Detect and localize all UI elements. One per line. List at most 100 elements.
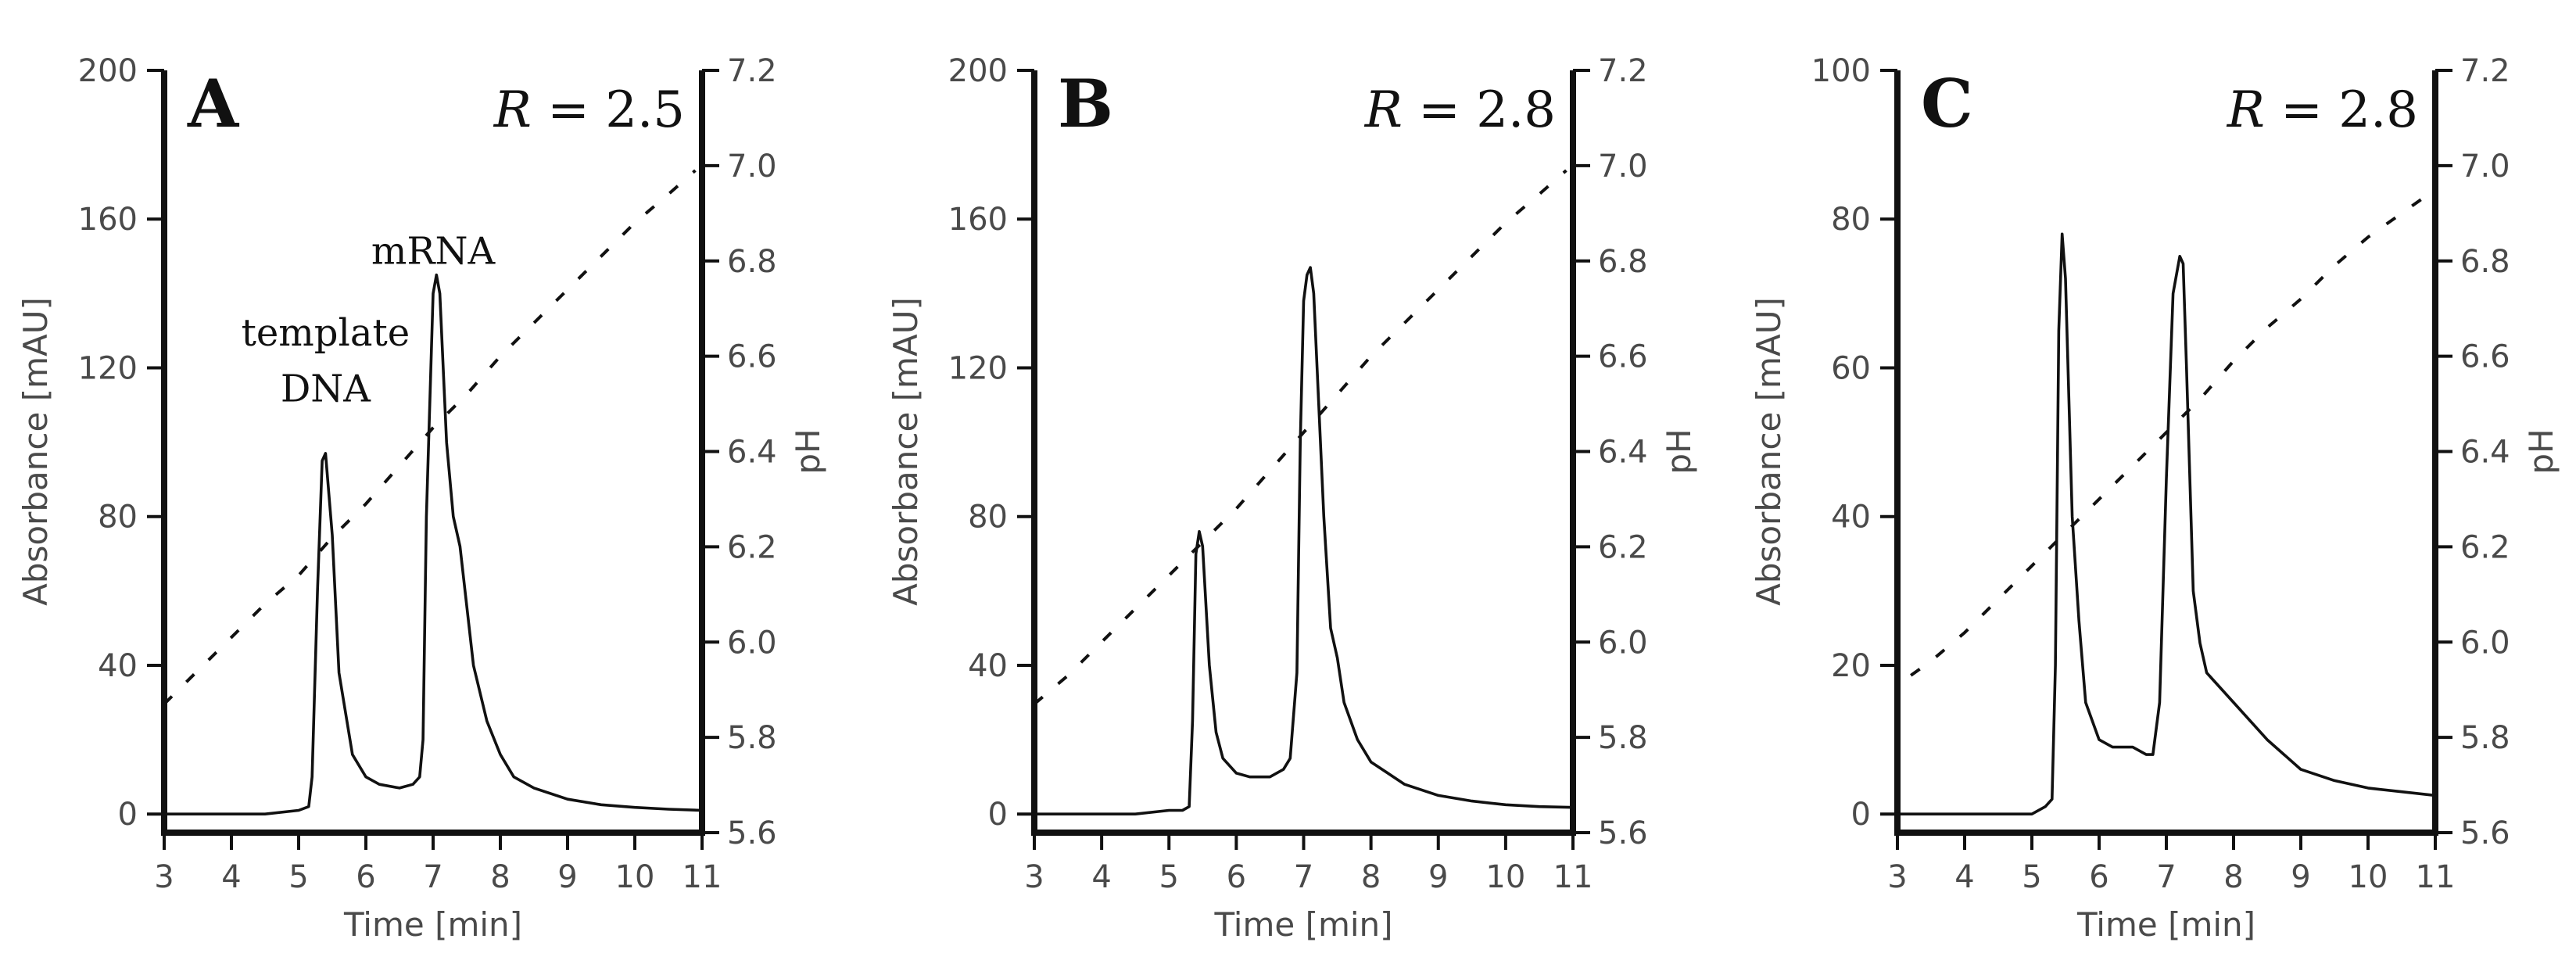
x-tick-label: 8 bbox=[1361, 859, 1381, 895]
y-tick-label: 80 bbox=[1831, 202, 1871, 238]
y2-tick-label: 6.6 bbox=[1598, 339, 1648, 375]
x-tick-label: 3 bbox=[1024, 859, 1044, 895]
y-tick-label: 0 bbox=[118, 797, 138, 833]
x-axis-title: Time [min] bbox=[2076, 905, 2255, 944]
panel-letter: A bbox=[187, 65, 240, 142]
peak-annotation: template bbox=[242, 311, 410, 355]
y-tick-label: 40 bbox=[98, 648, 138, 684]
y-tick-label: 160 bbox=[948, 202, 1008, 238]
r-symbol: R bbox=[1364, 81, 1403, 139]
x-tick-label: 9 bbox=[557, 859, 577, 895]
y2-tick-label: 6.2 bbox=[727, 529, 777, 565]
y2-tick-label: 5.8 bbox=[1598, 720, 1648, 756]
y2-tick-label: 6.0 bbox=[2460, 625, 2510, 661]
absorbance-trace bbox=[1034, 266, 1574, 815]
y2-tick-label: 5.8 bbox=[727, 720, 777, 756]
ph-trace bbox=[1033, 169, 1567, 706]
y2-tick-label: 6.4 bbox=[1598, 435, 1648, 471]
y-tick-label: 120 bbox=[78, 350, 138, 386]
y2-tick-label: 6.4 bbox=[2460, 435, 2510, 471]
x-tick-label: 10 bbox=[1485, 859, 1525, 895]
x-axis-title: Time [min] bbox=[343, 905, 522, 944]
y2-tick-label: 7.0 bbox=[1598, 149, 1648, 185]
r-symbol: R bbox=[2227, 81, 2265, 139]
y-tick-label: 0 bbox=[988, 797, 1008, 833]
y2-tick-label: 7.0 bbox=[2460, 149, 2510, 185]
x-tick-label: 6 bbox=[2089, 859, 2108, 895]
x-tick-label: 9 bbox=[1428, 859, 1448, 895]
r-value: = 2.8 bbox=[2265, 81, 2418, 139]
x-tick-label: 4 bbox=[221, 859, 241, 895]
y-tick-label: 80 bbox=[98, 500, 138, 536]
y-tick-label: 200 bbox=[948, 53, 1008, 89]
r-value-label: R = 2.8 bbox=[1364, 81, 1556, 139]
panel-letter: C bbox=[1921, 65, 1973, 142]
y2-tick-label: 6.2 bbox=[1598, 529, 1648, 565]
y2-tick-label: 7.2 bbox=[727, 53, 777, 89]
x-axis-title: Time [min] bbox=[1213, 905, 1392, 944]
r-value-label: R = 2.5 bbox=[493, 81, 685, 139]
y2-axis-title: pH bbox=[789, 428, 827, 474]
absorbance-trace bbox=[1897, 232, 2436, 815]
ph-trace bbox=[1910, 192, 2430, 677]
y2-tick-label: 6.8 bbox=[1598, 244, 1648, 280]
r-value-label: R = 2.8 bbox=[2227, 81, 2418, 139]
y-tick-label: 40 bbox=[1831, 500, 1871, 536]
chart-panel-b: 0 40 80 120 160 200 5.6 5.8 6.0 6.2 6.4 6.6 6.8 7.0 7.… bbox=[887, 53, 1698, 944]
r-value: = 2.8 bbox=[1403, 81, 1556, 139]
x-tick-label: 6 bbox=[1227, 859, 1246, 895]
y2-axis-title: pH bbox=[2522, 428, 2560, 474]
x-tick-label: 7 bbox=[423, 859, 442, 895]
y2-tick-label: 6.8 bbox=[2460, 244, 2510, 280]
x-tick-label: 7 bbox=[1294, 859, 1313, 895]
x-tick-label: 9 bbox=[2291, 859, 2310, 895]
y-tick-label: 20 bbox=[1831, 648, 1871, 684]
x-tick-label: 7 bbox=[2156, 859, 2176, 895]
y2-tick-label: 6.6 bbox=[727, 339, 777, 375]
y-tick-label: 100 bbox=[1811, 53, 1871, 89]
x-tick-label: 10 bbox=[2348, 859, 2388, 895]
x-tick-label: 4 bbox=[1954, 859, 1974, 895]
chart-panel-c: 0 20 40 60 80 100 5.6 5.8 6.0 6.2 6.4 6.6 6.8 7.0 7.2 3… bbox=[1750, 53, 2560, 944]
y2-tick-label: 5.6 bbox=[1598, 815, 1648, 851]
x-tick-label: 8 bbox=[2223, 859, 2243, 895]
x-tick-label: 8 bbox=[490, 859, 510, 895]
y2-axis-title: pH bbox=[1660, 428, 1698, 474]
y-tick-label: 120 bbox=[948, 350, 1008, 386]
x-tick-label: 3 bbox=[154, 859, 174, 895]
y-axis-title: Absorbance [mAU] bbox=[887, 297, 925, 606]
y-tick-label: 40 bbox=[968, 648, 1008, 684]
y2-tick-label: 6.4 bbox=[727, 435, 777, 471]
y2-tick-label: 6.6 bbox=[2460, 339, 2510, 375]
x-tick-label: 5 bbox=[2022, 859, 2041, 895]
x-tick-label: 5 bbox=[288, 859, 308, 895]
y2-tick-label: 6.8 bbox=[727, 244, 777, 280]
y2-tick-label: 7.2 bbox=[1598, 53, 1648, 89]
x-tick-label: 11 bbox=[2416, 859, 2456, 895]
y2-tick-label: 6.0 bbox=[1598, 625, 1648, 661]
x-tick-label: 5 bbox=[1159, 859, 1179, 895]
y2-tick-label: 6.0 bbox=[727, 625, 777, 661]
y2-tick-label: 7.2 bbox=[2460, 53, 2510, 89]
y2-tick-label: 5.6 bbox=[2460, 815, 2510, 851]
y-tick-label: 60 bbox=[1831, 350, 1871, 386]
peak-annotation: mRNA bbox=[371, 229, 496, 273]
peak-annotation: DNA bbox=[281, 367, 371, 410]
x-tick-label: 6 bbox=[356, 859, 375, 895]
x-tick-label: 10 bbox=[615, 859, 655, 895]
absorbance-trace bbox=[164, 273, 703, 815]
ph-trace bbox=[163, 169, 697, 705]
y-axis-title: Absorbance [mAU] bbox=[1750, 297, 1788, 606]
y-tick-label: 0 bbox=[1851, 797, 1871, 833]
y2-tick-label: 6.2 bbox=[2460, 529, 2510, 565]
panel-letter: B bbox=[1058, 65, 1113, 142]
y-tick-label: 200 bbox=[78, 53, 138, 89]
chart-panel-a: 0 40 80 120 160 200 5.6 5.8 6.0 6.2 6.4 6.6 6.8 7.0 7.… bbox=[16, 53, 827, 944]
r-symbol: R bbox=[493, 81, 532, 139]
y2-tick-label: 5.8 bbox=[2460, 720, 2510, 756]
y2-tick-label: 5.6 bbox=[727, 815, 777, 851]
x-tick-label: 4 bbox=[1091, 859, 1111, 895]
x-tick-label: 3 bbox=[1887, 859, 1907, 895]
y2-tick-label: 7.0 bbox=[727, 149, 777, 185]
